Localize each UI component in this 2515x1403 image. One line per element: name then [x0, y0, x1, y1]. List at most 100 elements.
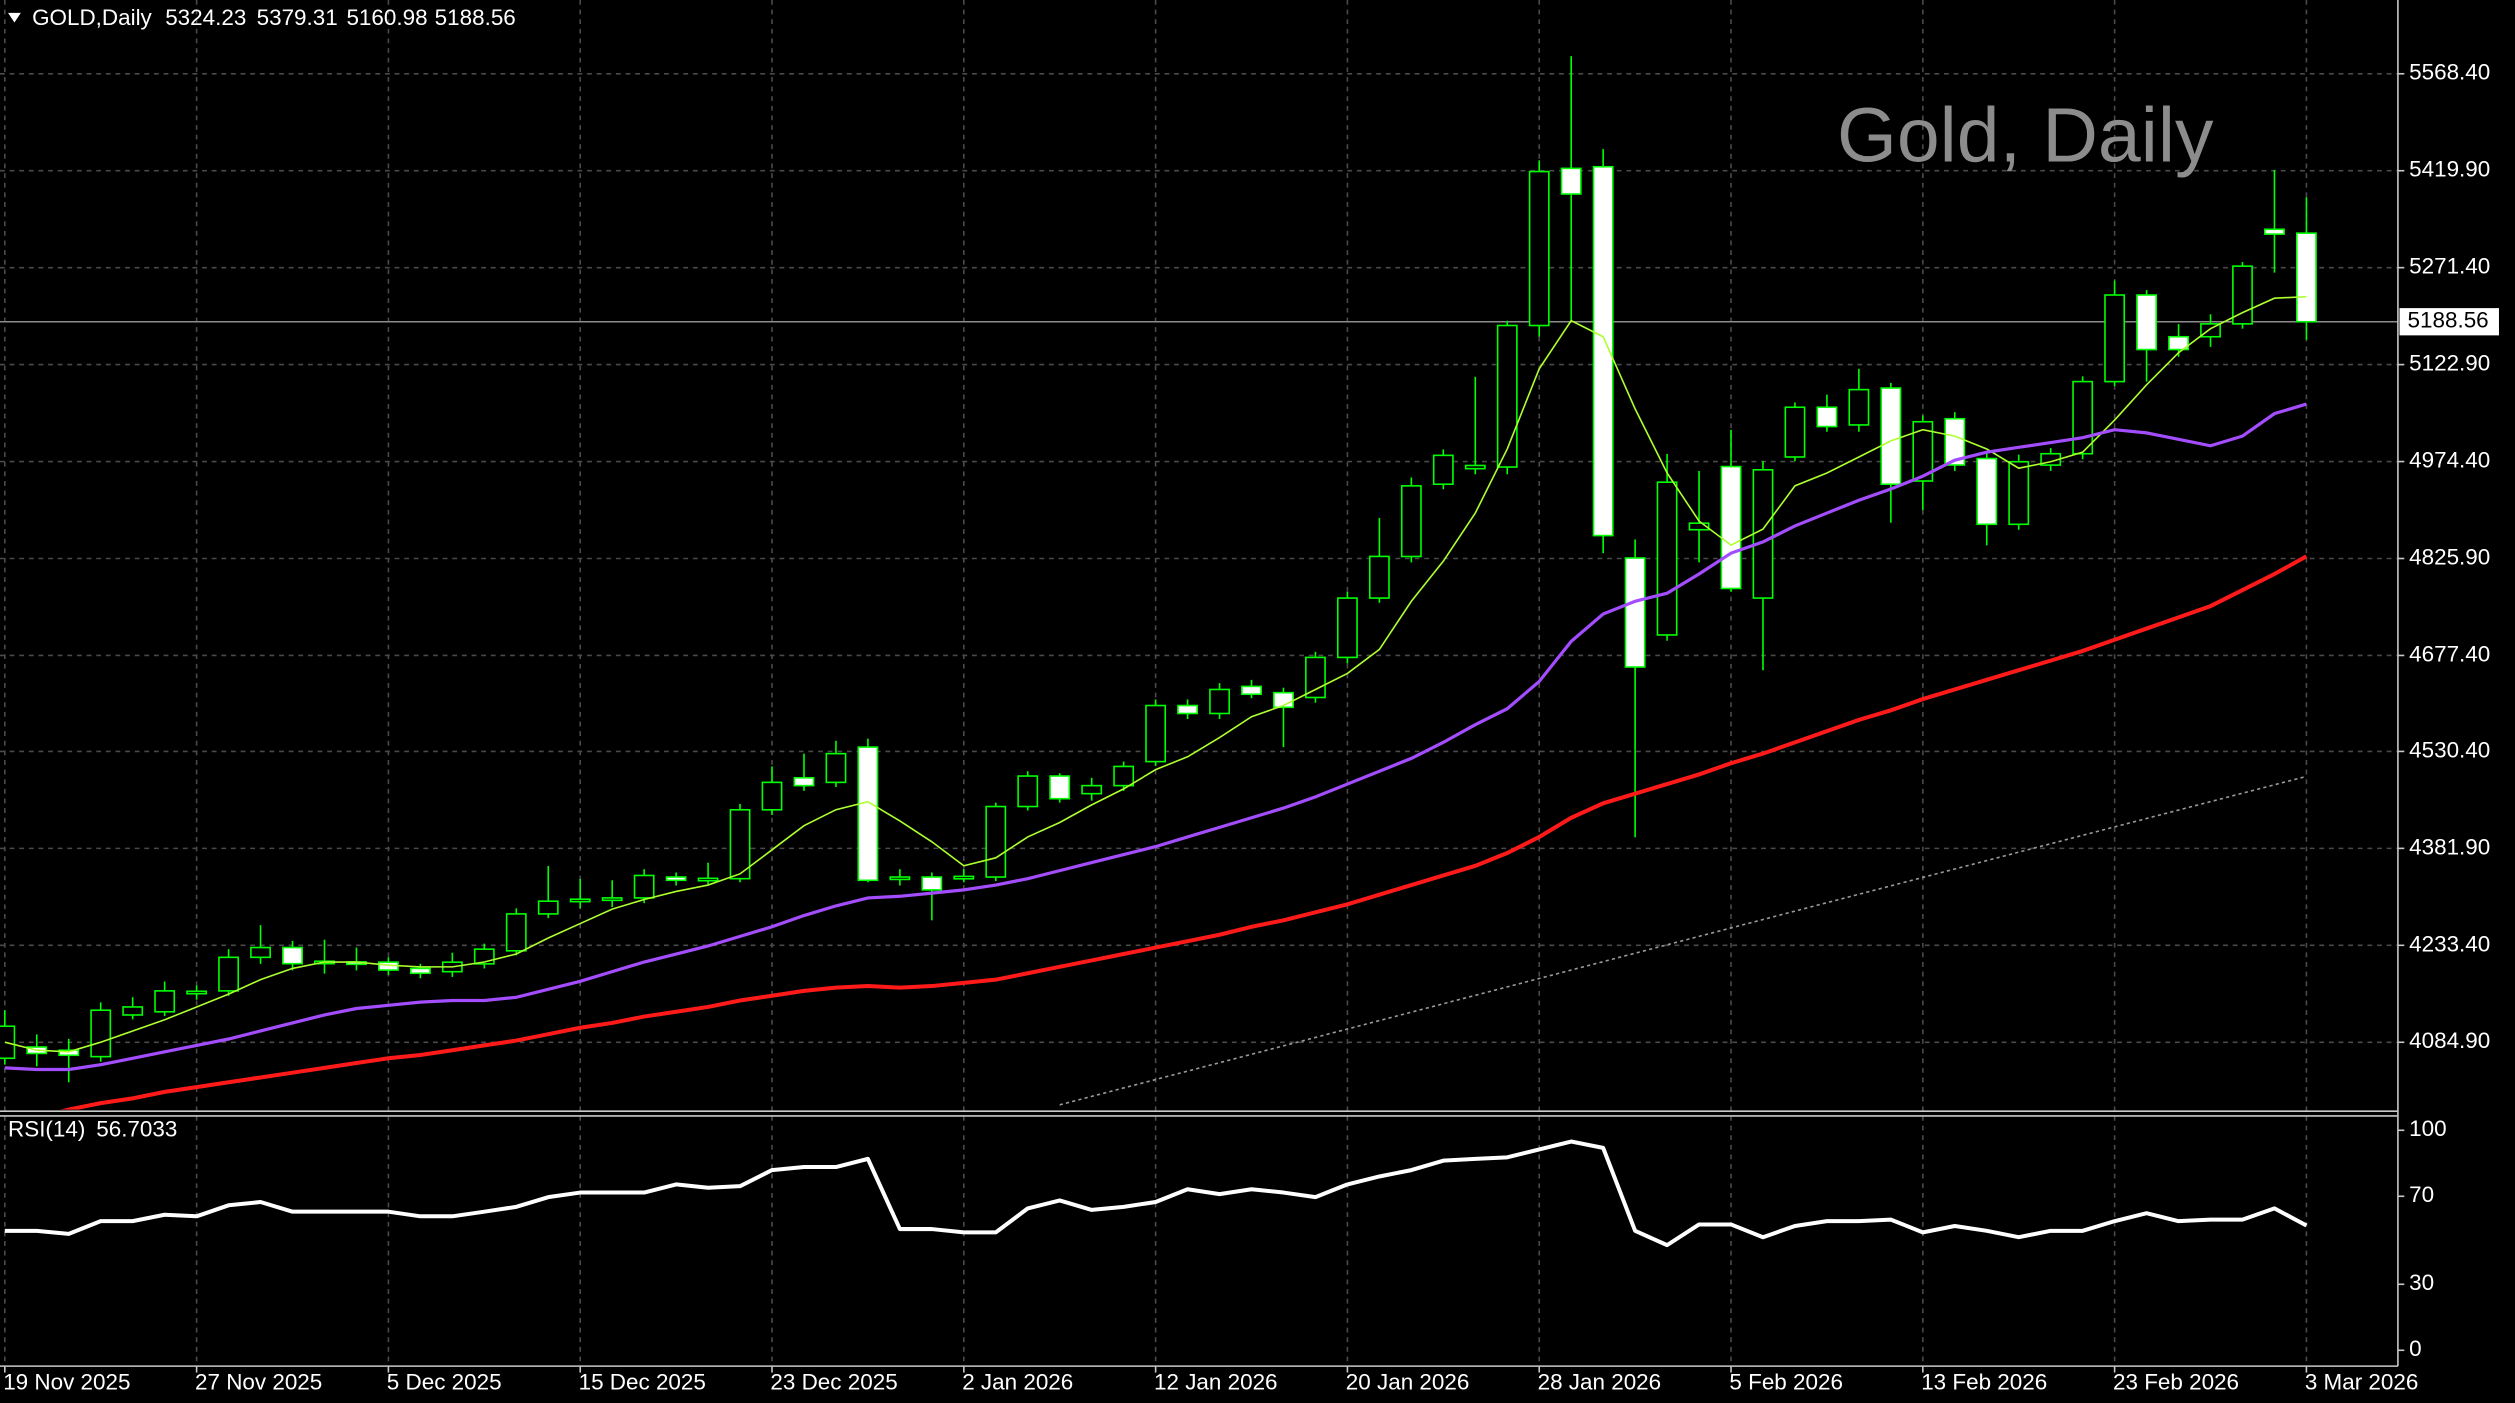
candle-body [697, 877, 719, 882]
x-tick-label: 23 Feb 2026 [2113, 1370, 2239, 1395]
candle-body [1432, 454, 1454, 486]
candle-body [154, 990, 176, 1013]
chart-title: GOLD,Daily [32, 5, 152, 30]
candle-body [1880, 387, 1902, 486]
candle-body [1081, 784, 1103, 795]
y-tick-label: 4530.40 [2409, 737, 2490, 762]
x-tick-label: 5 Dec 2025 [387, 1370, 502, 1395]
candle-body [282, 946, 303, 965]
candle-body [857, 746, 879, 882]
candle-body [1976, 457, 1998, 526]
watermark: Gold, Daily [1837, 92, 2214, 178]
y-tick-label: 4974.40 [2409, 448, 2490, 473]
price-tag [2399, 308, 2499, 336]
x-tick-label: 3 Mar 2026 [2305, 1370, 2419, 1395]
candle-body [1656, 481, 1678, 636]
moving-average [4, 295, 2307, 1053]
candle-body [2232, 265, 2253, 325]
candle-body [1784, 406, 1806, 458]
x-tick-label: 13 Feb 2026 [1921, 1370, 2047, 1395]
moving-average [4, 402, 2307, 1072]
candle-body [250, 946, 271, 959]
rsi-label: RSI(14) [8, 1116, 85, 1141]
candle-body [1209, 688, 1230, 715]
candle-body [1720, 465, 1742, 590]
candle-body [2008, 460, 2030, 526]
rsi-value: 56.7033 [96, 1116, 177, 1141]
y-tick-label: 4233.40 [2409, 931, 2490, 956]
candle-body [1560, 167, 1582, 195]
y-tick-label: 4084.90 [2409, 1028, 2490, 1053]
candle-body [1049, 775, 1071, 800]
candle-body [1177, 704, 1199, 715]
candle-body [2295, 232, 2317, 323]
moving-average [1059, 775, 2307, 1106]
y-tick-label: 4677.40 [2409, 641, 2490, 666]
candle-body [1944, 417, 1966, 466]
y-tick-label: 30 [2409, 1270, 2434, 1295]
candle-body [889, 876, 911, 881]
candle-body [793, 776, 815, 787]
candle-body [122, 1006, 144, 1016]
candle-body [58, 1049, 80, 1057]
candle-body [90, 1009, 112, 1058]
candle-body [2136, 294, 2158, 351]
candle-body [1912, 420, 1934, 482]
candle-body [2072, 380, 2094, 455]
x-tick-label: 23 Dec 2025 [770, 1370, 897, 1395]
y-tick-label: 100 [2409, 1116, 2446, 1141]
candle-body [1305, 656, 1326, 699]
menu-triangle[interactable] [8, 12, 21, 23]
candle-body [1464, 464, 1486, 470]
x-tick-label: 27 Nov 2025 [195, 1370, 322, 1395]
price-panel [0, 56, 2398, 1110]
x-tick-label: 2 Jan 2026 [962, 1370, 1073, 1395]
candle-body [665, 876, 687, 882]
y-tick-label: 5122.90 [2409, 351, 2490, 376]
candle-body [537, 900, 559, 915]
candle-body [1848, 388, 1870, 426]
price-tag-label: 5188.56 [2408, 308, 2489, 333]
x-tick-label: 5 Feb 2026 [1729, 1370, 1843, 1395]
candle-body [1336, 597, 1358, 659]
ohlc-open: 5324.23 [165, 5, 246, 30]
x-tick-label: 15 Dec 2025 [579, 1370, 706, 1395]
candle-body [2264, 228, 2285, 235]
ohlc-high: 5379.31 [257, 5, 338, 30]
x-tick-label: 19 Nov 2025 [3, 1370, 130, 1395]
x-tick-label: 28 Jan 2026 [1538, 1370, 1662, 1395]
y-tick-label: 0 [2409, 1336, 2421, 1361]
candle-body [505, 913, 527, 952]
candle-body [761, 781, 783, 811]
candle-body [633, 874, 655, 899]
candle-body [1528, 170, 1550, 327]
candle-body [1496, 324, 1518, 468]
y-tick-label: 5271.40 [2409, 254, 2490, 279]
y-tick-label: 4825.90 [2409, 544, 2490, 569]
rsi-panel [4, 1139, 2308, 1248]
candle-body [601, 897, 623, 902]
y-tick-label: 5568.40 [2409, 60, 2490, 85]
rsi-line [4, 1139, 2308, 1248]
candle-body [1017, 775, 1039, 808]
y-tick-label: 4381.90 [2409, 834, 2490, 859]
candle-body [1145, 704, 1167, 763]
candle-body [729, 808, 751, 880]
candle-body [2104, 294, 2126, 383]
candle-body [1816, 406, 1838, 428]
x-tick-label: 20 Jan 2026 [1346, 1370, 1470, 1395]
candle-body [985, 805, 1007, 878]
candle-body [1592, 165, 1614, 537]
x-tick-label: 12 Jan 2026 [1154, 1370, 1278, 1395]
y-tick-label: 5419.90 [2409, 157, 2490, 182]
candle-body [921, 876, 943, 891]
candle-body [218, 956, 240, 992]
candle-body [953, 875, 975, 880]
moving-average [60, 554, 2308, 1110]
candle-body [186, 990, 208, 995]
candle-body [1368, 555, 1390, 599]
ohlc-close: 5188.56 [435, 5, 516, 30]
